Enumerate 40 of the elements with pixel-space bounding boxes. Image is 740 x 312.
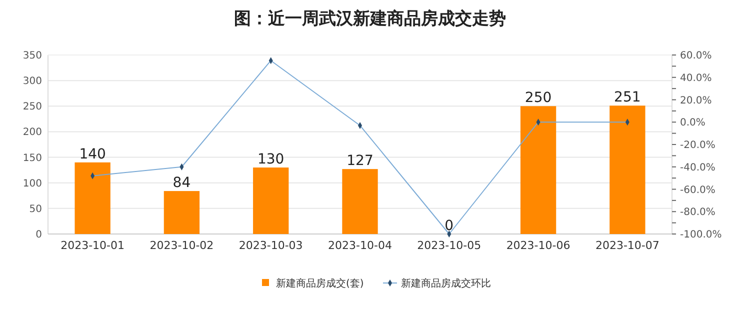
text: 127	[346, 153, 374, 170]
text: 251	[614, 90, 641, 106]
bar	[342, 169, 378, 234]
y2-tick-label: 0.0%	[680, 118, 706, 129]
y-tick-label: 350	[22, 50, 42, 62]
y-tick-label: 250	[22, 102, 42, 113]
y-tick-label: 300	[22, 76, 42, 88]
y2-tick-label: -20.0%	[680, 140, 716, 151]
y-tick-label: 200	[22, 127, 42, 138]
x-tick-label: 2023-10-03	[238, 239, 303, 252]
text: 250	[524, 90, 552, 106]
y2-tick-label: -40.0%	[680, 162, 716, 174]
x-tick-label: 2023-10-06	[506, 239, 570, 252]
bar	[253, 168, 289, 234]
x-tick-label: 2023-10-07	[595, 239, 660, 252]
legend-label: 新建商品房成交环比	[401, 278, 491, 290]
x-tick-label: 2023-10-05	[417, 239, 482, 252]
text: 140	[79, 146, 106, 162]
bar	[610, 106, 646, 234]
y-tick-label: 0	[36, 230, 42, 240]
y-tick-label: 150	[22, 152, 42, 164]
x-tick-label: 2023-10-04	[328, 239, 392, 252]
bar	[164, 191, 200, 234]
legend-label: 新建商品房成交(套)	[276, 278, 364, 290]
y-tick-label: 100	[22, 178, 42, 190]
text: 130	[257, 152, 284, 168]
x-tick-label: 2023-10-02	[150, 239, 214, 252]
y2-tick-label: -80.0%	[680, 207, 716, 218]
y2-tick-label: 40.0%	[680, 72, 712, 84]
x-tick-label: 2023-10-01	[60, 239, 125, 252]
y2-tick-label: -100.0%	[680, 230, 722, 240]
bar	[520, 106, 556, 234]
y2-tick-label: 60.0%	[680, 50, 712, 62]
chart-title: 图：近一周武汉新建商品房成交走势	[234, 9, 506, 29]
text: 84	[172, 175, 191, 192]
bar	[74, 162, 110, 234]
y-tick-label: 50	[29, 204, 42, 215]
y2-tick-label: 20.0%	[680, 95, 712, 106]
text: 0	[444, 218, 454, 234]
y2-tick-label: -60.0%	[680, 184, 716, 196]
